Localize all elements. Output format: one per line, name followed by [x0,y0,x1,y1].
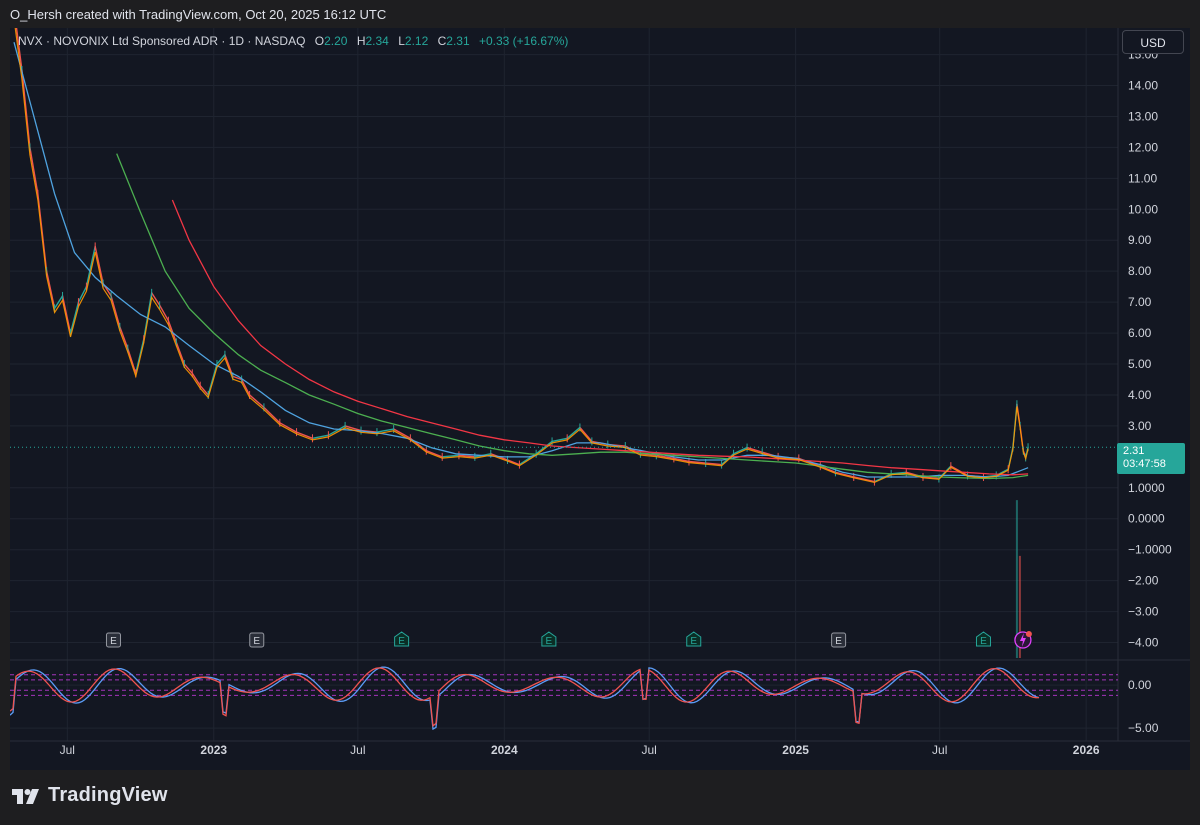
low-value: 2.12 [405,34,428,48]
time-axis-label: Jul [641,743,656,757]
earnings-marker[interactable]: E [832,633,846,647]
notification-dot [1026,631,1032,637]
chart-background [10,28,1190,770]
low-label: L [398,34,405,48]
chart-area[interactable]: EEEEEEE15.0014.0013.0012.0011.0010.009.0… [10,28,1190,770]
price-axis-label: −4.00 [1128,636,1159,650]
symbol-legend: NVX · NOVONIX Ltd Sponsored ADR · 1D · N… [18,34,568,48]
price-axis-label: 1.0000 [1128,481,1165,495]
price-axis-label: 9.00 [1128,233,1152,247]
close-label: C [438,34,447,48]
earnings-label: E [980,636,987,647]
high-label: H [357,34,366,48]
last-price-label: 2.31 03:47:58 [1117,443,1185,474]
price-axis-label: 13.00 [1128,109,1158,123]
price-axis-label: 11.00 [1128,171,1157,185]
time-axis-label: 2026 [1073,743,1100,757]
price-axis-label: −2.00 [1128,574,1159,588]
price-axis-label: 6.00 [1128,326,1152,340]
close-value: 2.31 [446,34,469,48]
price-axis-label: 3.00 [1128,419,1152,433]
tradingview-logo-icon [12,787,42,805]
earnings-marker[interactable]: E [250,633,264,647]
earnings-marker[interactable]: E [106,633,120,647]
price-axis-label: −3.00 [1128,605,1159,619]
oscillator-axis-label: 0.00 [1128,678,1152,692]
price-axis-label: −1.0000 [1128,543,1172,557]
time-axis-label: Jul [932,743,947,757]
price-axis-label: 4.00 [1128,388,1152,402]
earnings-label: E [253,636,260,647]
last-price-value: 2.31 [1123,445,1185,458]
price-axis-label: 0.0000 [1128,512,1165,526]
earnings-label: E [110,636,117,647]
time-axis-label: 2024 [491,743,518,757]
tradingview-logo[interactable]: TradingView [12,784,168,807]
header-bar: O_Hersh created with TradingView.com, Oc… [0,0,1200,28]
open-value: 2.20 [324,34,347,48]
price-axis-label: 5.00 [1128,357,1152,371]
change-value: +0.33 (+16.67%) [479,34,568,48]
earnings-label: E [398,636,405,647]
time-axis-label: 2025 [782,743,809,757]
open-label: O [315,34,324,48]
earnings-label: E [690,636,697,647]
footer-bar: TradingView [0,770,1200,825]
time-axis-label: 2023 [200,743,227,757]
price-chart[interactable]: EEEEEEE15.0014.0013.0012.0011.0010.009.0… [10,28,1190,770]
earnings-label: E [835,636,842,647]
price-axis-label: 12.00 [1128,140,1158,154]
time-axis-label: Jul [350,743,365,757]
price-axis-label: 14.00 [1128,79,1158,93]
brand-name: TradingView [48,784,168,807]
currency-button[interactable]: USD [1122,30,1184,54]
price-axis-label: 7.00 [1128,295,1152,309]
oscillator-axis-label: −5.00 [1128,721,1159,735]
high-value: 2.34 [366,34,389,48]
symbol-name[interactable]: NVX · NOVONIX Ltd Sponsored ADR · 1D · N… [18,34,305,48]
earnings-label: E [546,636,553,647]
time-axis-label: Jul [60,743,75,757]
price-axis-label: 10.00 [1128,202,1158,216]
author-credit: O_Hersh created with TradingView.com, Oc… [10,7,386,22]
bar-countdown: 03:47:58 [1123,458,1185,471]
price-axis-label: 8.00 [1128,264,1152,278]
